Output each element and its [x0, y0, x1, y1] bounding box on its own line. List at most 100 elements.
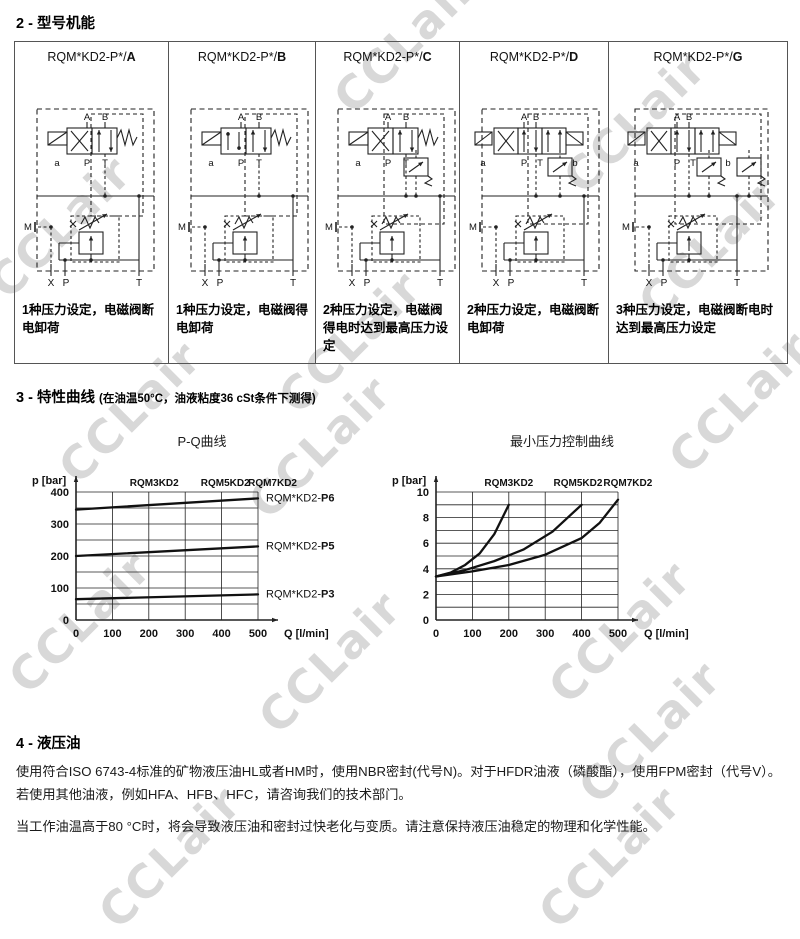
- port-label-M: M: [24, 222, 32, 233]
- series-label: RQM*KD2-P5: [266, 541, 334, 553]
- model-header: RQM*KD2-P*/D: [460, 42, 608, 64]
- valve-size-label: RQM3KD2: [130, 478, 179, 489]
- valve-size-label: RQM7KD2: [603, 478, 652, 489]
- port-label-T: T: [581, 278, 587, 289]
- x-tick-label: 300: [176, 628, 194, 640]
- model-description: 1种压力设定，电磁阀断电卸荷: [22, 303, 154, 336]
- section3-subtitle: (在油温50°C，油液粘度36 cSt条件下测得): [98, 393, 316, 406]
- model-header: RQM*KD2-P*/C: [316, 42, 459, 64]
- x-axis-label: Q [l/min]: [644, 628, 689, 640]
- port-label-T: T: [256, 158, 262, 169]
- port-label-P: P: [238, 158, 244, 169]
- port-label-P: P: [217, 278, 224, 289]
- port-label-X: X: [493, 278, 500, 289]
- y-tick-label: 2: [423, 590, 429, 602]
- port-label-A: A: [238, 112, 245, 123]
- section3-title: 3 - 特性曲线 (在油温50°C，油液粘度36 cSt条件下测得): [16, 386, 800, 407]
- port-label-X: X: [646, 278, 653, 289]
- x-tick-label: 0: [73, 628, 79, 640]
- port-label-M: M: [178, 222, 186, 233]
- y-tick-label: 0: [63, 615, 69, 627]
- port-label-P: P: [84, 158, 90, 169]
- model-header-variant: G: [732, 50, 743, 64]
- valve-size-label: RQM5KD2: [554, 478, 603, 489]
- port-label-B: B: [686, 112, 692, 123]
- model-header-prefix: RQM*KD2-P*/: [47, 50, 127, 64]
- port-label-P: P: [508, 278, 515, 289]
- model-description: 2种压力设定，电磁阀得电时达到最高压力设定: [323, 303, 449, 354]
- x-tick-label: 100: [463, 628, 481, 640]
- y-tick-label: 10: [417, 487, 429, 499]
- charts-row: P-Q曲线 0 100 200 300 400 0 100 200 300 400 500 p [ba…: [26, 423, 800, 674]
- model-description: 2种压力设定，电磁阀断电卸荷: [467, 303, 599, 336]
- port-label-X: X: [48, 278, 55, 289]
- port-label-P: P: [63, 278, 70, 289]
- model-header: RQM*KD2-P*/B: [169, 42, 315, 64]
- port-label-X: X: [202, 278, 209, 289]
- port-label-T: T: [102, 158, 108, 169]
- port-label-a: a: [54, 158, 60, 169]
- port-label-P: P: [521, 158, 527, 169]
- pq-chart-block: P-Q曲线 0 100 200 300 400 0 100 200 300 400 500 p [ba…: [26, 423, 378, 674]
- y-tick-label: 100: [51, 583, 69, 595]
- y-tick-label: 8: [423, 513, 429, 525]
- port-label-a: a: [355, 158, 361, 169]
- y-tick-label: 400: [51, 487, 69, 499]
- port-label-P: P: [385, 158, 391, 169]
- series-label: RQM*KD2-P3: [266, 589, 334, 601]
- y-tick-label: 0: [423, 615, 429, 627]
- port-label-M: M: [469, 222, 477, 233]
- port-label-T: T: [537, 158, 543, 169]
- x-tick-label: 100: [103, 628, 121, 640]
- model-header-variant: B: [277, 50, 287, 64]
- valve-size-label: RQM7KD2: [248, 478, 297, 489]
- port-label-B: B: [256, 112, 262, 123]
- x-tick-label: 400: [212, 628, 230, 640]
- port-label-A: A: [521, 112, 528, 123]
- port-label-M: M: [325, 222, 333, 233]
- port-label-X: X: [349, 278, 356, 289]
- model-header-variant: C: [422, 50, 432, 64]
- model-description: 1种压力设定，电磁阀得电卸荷: [176, 303, 308, 336]
- port-label-M: M: [622, 222, 630, 233]
- model-header: RQM*KD2-P*/A: [15, 42, 168, 64]
- y-axis-label: p [bar]: [32, 475, 67, 487]
- model-header-prefix: RQM*KD2-P*/: [197, 50, 278, 64]
- port-label-b: b: [725, 158, 730, 169]
- x-axis-label: Q [l/min]: [284, 628, 329, 640]
- section4-title: 4 - 液压油: [16, 736, 81, 753]
- y-tick-label: 4: [423, 564, 430, 576]
- model-header-variant: A: [126, 50, 136, 64]
- valve-size-label: RQM5KD2: [201, 478, 250, 489]
- y-tick-label: 200: [51, 551, 69, 563]
- port-label-T: T: [437, 278, 443, 289]
- min-pressure-chart-title: 最小压力控制曲线: [509, 434, 614, 450]
- x-tick-label: 200: [500, 628, 518, 640]
- port-label-T: T: [403, 158, 409, 169]
- pq-chart-title: P-Q曲线: [177, 434, 227, 450]
- port-label-P: P: [674, 158, 680, 169]
- model-header-prefix: RQM*KD2-P*/: [489, 50, 570, 64]
- x-tick-label: 0: [433, 628, 439, 640]
- y-tick-label: 6: [423, 539, 429, 551]
- port-label-T: T: [136, 278, 142, 289]
- port-label-B: B: [403, 112, 409, 123]
- oil-paragraph-1: 使用符合ISO 6743-4标准的矿物液压油HL或者HM时，使用NBR密封(代号…: [16, 764, 781, 802]
- port-label-A: A: [84, 112, 91, 123]
- x-tick-label: 200: [140, 628, 158, 640]
- pq-chart: 0 100 200 300 400 0 100 200 300 400 500 p [bar] Q [l…: [32, 475, 334, 640]
- port-label-T: T: [290, 278, 296, 289]
- x-tick-label: 300: [536, 628, 554, 640]
- x-tick-label: 400: [572, 628, 590, 640]
- port-label-T: T: [690, 158, 696, 169]
- valve-size-label: RQM3KD2: [484, 478, 533, 489]
- section3-title-text: 3 - 特性曲线: [16, 390, 95, 407]
- hydraulic-schematic-c: A Ba P TMX P T: [325, 108, 456, 289]
